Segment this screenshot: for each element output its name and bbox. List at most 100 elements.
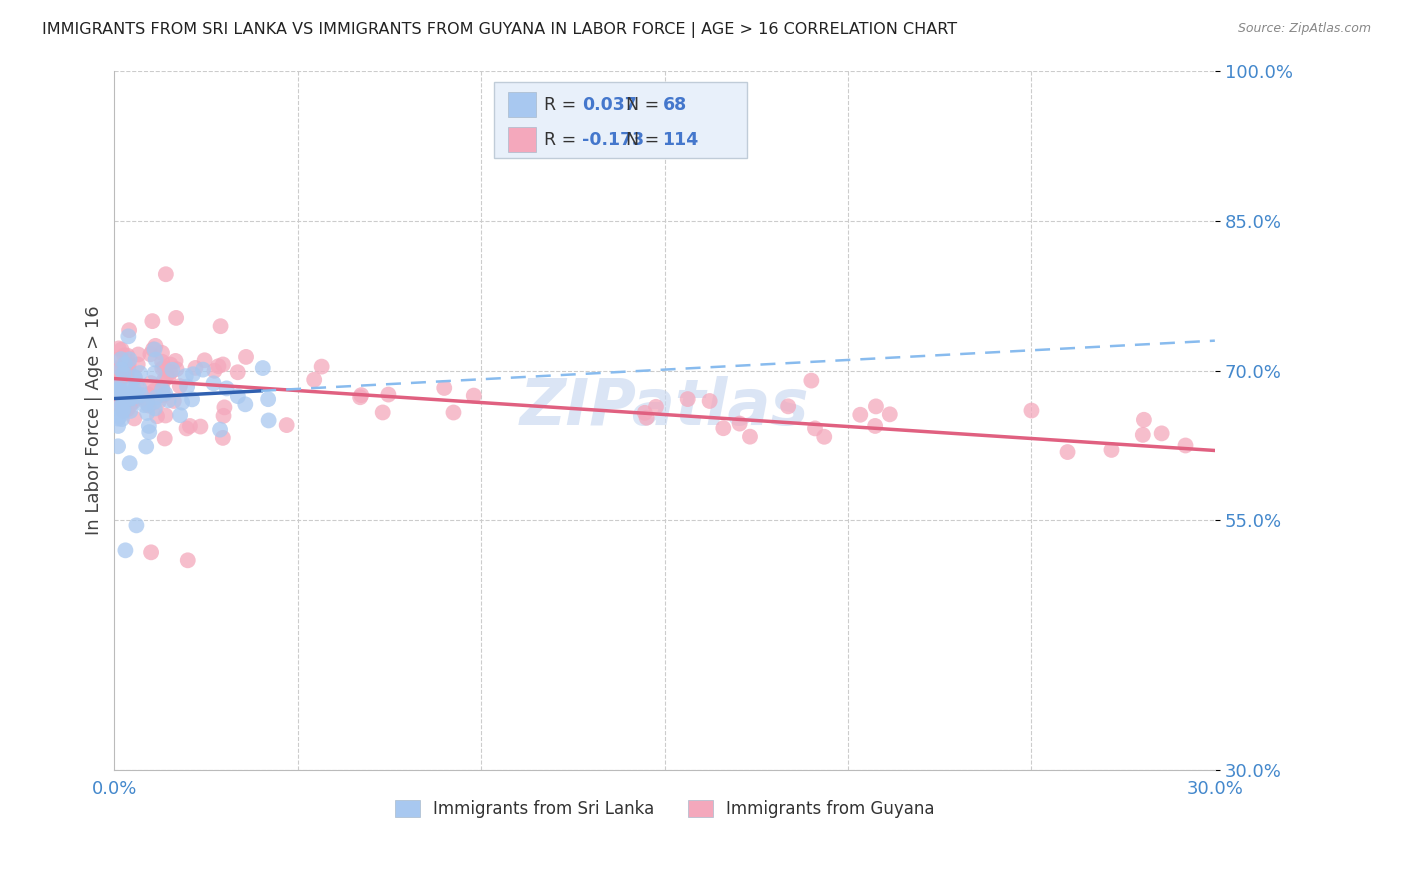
Point [212, 409, 235, 423]
Point [108, 395, 131, 409]
Point [212, 431, 235, 445]
Point [155, 368, 177, 383]
Point [145, 339, 167, 353]
Point [177, 553, 200, 567]
Point [148, 394, 170, 409]
Text: ZIPatlas: ZIPatlas [520, 376, 810, 438]
Point [212, 358, 235, 372]
Point [865, 400, 887, 414]
Point [276, 418, 298, 433]
Point [165, 310, 187, 325]
Point [139, 376, 162, 390]
Point [163, 394, 186, 409]
Point [111, 370, 134, 384]
FancyBboxPatch shape [509, 127, 536, 153]
Point [191, 362, 214, 376]
Point [110, 362, 132, 376]
Point [107, 401, 129, 416]
Point [849, 408, 872, 422]
Legend: Immigrants from Sri Lanka, Immigrants from Guyana: Immigrants from Sri Lanka, Immigrants fr… [388, 793, 941, 824]
Point [179, 419, 201, 434]
Point [139, 347, 162, 361]
Point [139, 545, 162, 559]
Point [143, 401, 166, 416]
Point [110, 343, 132, 357]
Point [112, 392, 135, 407]
Point [143, 366, 166, 380]
Point [215, 381, 238, 395]
Point [118, 352, 141, 367]
Point [107, 352, 129, 367]
Point [112, 401, 135, 416]
Point [135, 393, 157, 408]
Point [174, 369, 197, 384]
Point [190, 419, 212, 434]
Point [804, 421, 827, 435]
Point [107, 411, 129, 425]
Point [463, 388, 485, 402]
Point [252, 361, 274, 376]
Point [235, 350, 257, 364]
Point [350, 388, 373, 402]
Point [433, 381, 456, 395]
Point [112, 392, 135, 407]
Point [202, 376, 225, 391]
Point [371, 405, 394, 419]
Point [645, 400, 668, 414]
Point [143, 384, 166, 398]
Point [111, 399, 134, 413]
Point [129, 388, 152, 402]
Point [111, 404, 134, 418]
Point [1150, 426, 1173, 441]
Point [153, 360, 176, 375]
Point [107, 370, 129, 384]
Point [636, 410, 658, 425]
Text: N =: N = [626, 95, 665, 113]
Point [120, 382, 142, 396]
Point [176, 421, 198, 435]
Point [194, 353, 217, 368]
Point [152, 388, 174, 402]
Point [120, 399, 142, 413]
Point [143, 343, 166, 357]
Point [1101, 442, 1123, 457]
Text: R =: R = [544, 130, 581, 149]
Point [377, 387, 399, 401]
Point [127, 358, 149, 372]
Point [257, 413, 280, 427]
Point [311, 359, 333, 374]
Point [676, 392, 699, 406]
Point [1021, 403, 1043, 417]
Point [112, 366, 135, 380]
Point [114, 543, 136, 558]
Point [108, 385, 131, 400]
Point [146, 409, 169, 424]
Point [728, 417, 751, 431]
Point [125, 518, 148, 533]
Point [121, 392, 143, 406]
Point [879, 407, 901, 421]
Point [142, 343, 165, 357]
Point [120, 404, 142, 418]
Point [124, 370, 146, 384]
Point [150, 383, 173, 397]
Point [155, 409, 177, 423]
Text: N =: N = [626, 130, 665, 149]
Point [142, 395, 165, 409]
Y-axis label: In Labor Force | Age > 16: In Labor Force | Age > 16 [86, 306, 103, 535]
Point [122, 395, 145, 409]
Point [226, 389, 249, 403]
Point [153, 373, 176, 387]
Point [165, 354, 187, 368]
FancyBboxPatch shape [494, 81, 747, 159]
Point [1174, 438, 1197, 452]
Point [233, 397, 256, 411]
Point [125, 392, 148, 406]
Point [107, 419, 129, 434]
Point [136, 406, 159, 420]
Point [127, 347, 149, 361]
Point [125, 379, 148, 393]
Point [711, 421, 734, 435]
Point [107, 439, 129, 453]
Point [1133, 413, 1156, 427]
